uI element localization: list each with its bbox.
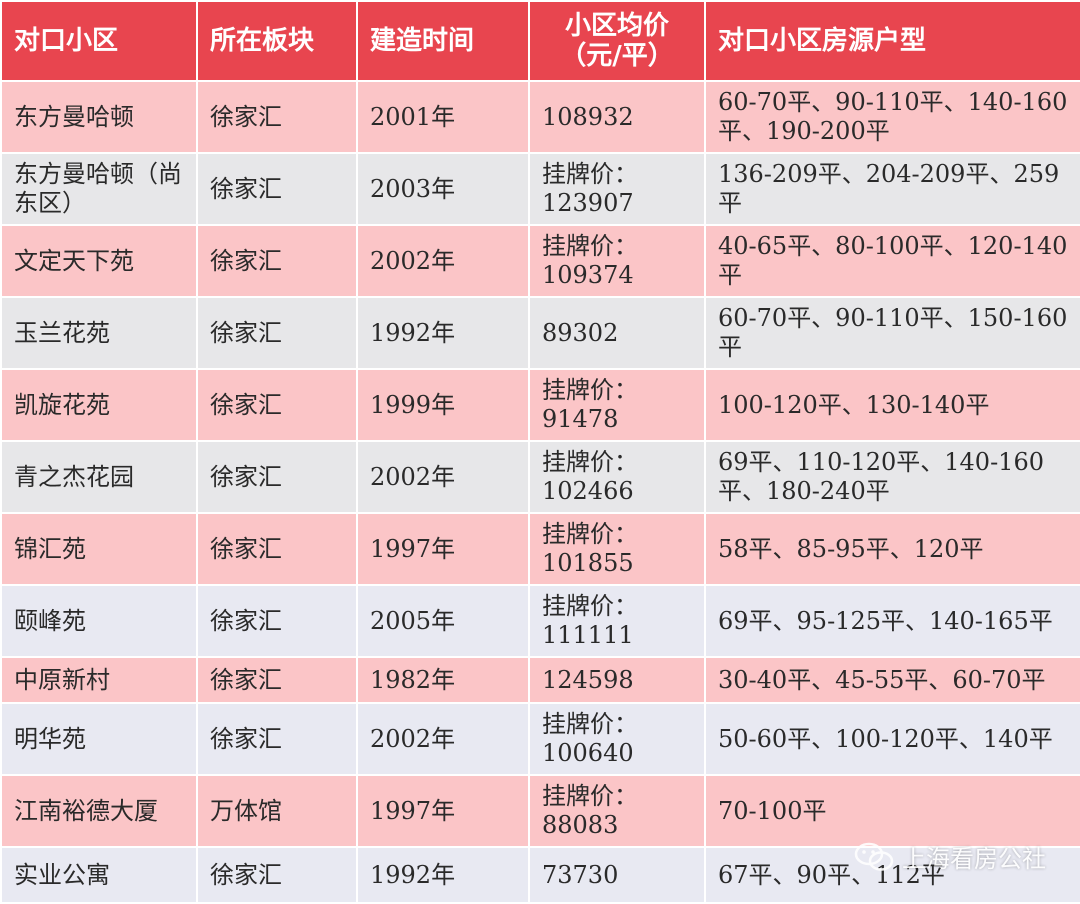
table-row: 文定天下苑 徐家汇 2002年 挂牌价：109374 40-65平、80-100平、12… — [2, 226, 1080, 296]
table-row: 青之杰花园 徐家汇 2002年 挂牌价：102466 69平、110-120平、140-… — [2, 442, 1080, 512]
build-year-cell: 2002年 — [358, 704, 528, 774]
layouts-cell: 60-70平、90-110平、140-160平、190-200平 — [706, 82, 1080, 152]
community-name-cell: 实业公寓 — [2, 848, 196, 902]
layouts-cell: 100-120平、130-140平 — [706, 370, 1080, 440]
avg-price-cell: 挂牌价：101855 — [530, 514, 704, 584]
layouts-cell: 30-40平、45-55平、60-70平 — [706, 658, 1080, 702]
avg-price-cell: 108932 — [530, 82, 704, 152]
table-row: 玉兰花苑 徐家汇 1992年 89302 60-70平、90-110平、150-160平 — [2, 298, 1080, 368]
table-row: 实业公寓 徐家汇 1992年 73730 67平、90平、112平 — [2, 848, 1080, 902]
avg-price-cell: 挂牌价：88083 — [530, 776, 704, 846]
table-row: 东方曼哈顿 徐家汇 2001年 108932 60-70平、90-110平、140-16… — [2, 82, 1080, 152]
district-cell: 徐家汇 — [198, 298, 356, 368]
build-year-cell: 1982年 — [358, 658, 528, 702]
layouts-cell: 50-60平、100-120平、140平 — [706, 704, 1080, 774]
header-layouts: 对口小区房源户型 — [706, 2, 1080, 80]
avg-price-cell: 挂牌价：102466 — [530, 442, 704, 512]
table-row: 江南裕德大厦 万体馆 1997年 挂牌价：88083 70-100平 — [2, 776, 1080, 846]
district-cell: 万体馆 — [198, 776, 356, 846]
community-name-cell: 东方曼哈顿 — [2, 82, 196, 152]
header-build-year: 建造时间 — [358, 2, 528, 80]
layouts-cell: 40-65平、80-100平、120-140平 — [706, 226, 1080, 296]
watermark: 上海看房公社 — [854, 839, 1046, 874]
district-cell: 徐家汇 — [198, 442, 356, 512]
avg-price-cell: 挂牌价：109374 — [530, 226, 704, 296]
build-year-cell: 2005年 — [358, 586, 528, 656]
community-name-cell: 颐峰苑 — [2, 586, 196, 656]
district-cell: 徐家汇 — [198, 154, 356, 224]
district-cell: 徐家汇 — [198, 226, 356, 296]
layouts-cell: 70-100平 — [706, 776, 1080, 846]
table-row: 中原新村 徐家汇 1982年 124598 30-40平、45-55平、60-70平 — [2, 658, 1080, 702]
district-cell: 徐家汇 — [198, 848, 356, 902]
layouts-cell: 67平、90平、112平 — [706, 848, 1080, 902]
table-row: 锦汇苑 徐家汇 1997年 挂牌价：101855 58平、85-95平、120平 — [2, 514, 1080, 584]
layouts-cell: 69平、110-120平、140-160平、180-240平 — [706, 442, 1080, 512]
avg-price-cell: 挂牌价：91478 — [530, 370, 704, 440]
build-year-cell: 1997年 — [358, 514, 528, 584]
layouts-cell: 69平、95-125平、140-165平 — [706, 586, 1080, 656]
layouts-cell: 58平、85-95平、120平 — [706, 514, 1080, 584]
avg-price-cell: 89302 — [530, 298, 704, 368]
table-row: 颐峰苑 徐家汇 2005年 挂牌价：111111 69平、95-125平、140-165… — [2, 586, 1080, 656]
community-name-cell: 明华苑 — [2, 704, 196, 774]
community-name-cell: 凯旋花苑 — [2, 370, 196, 440]
header-avg-price: 小区均价 （元/平） — [530, 2, 704, 80]
header-avg-price-text: 小区均价 （元/平） — [560, 11, 674, 71]
avg-price-cell: 73730 — [530, 848, 704, 902]
community-name-cell: 锦汇苑 — [2, 514, 196, 584]
build-year-cell: 1992年 — [358, 848, 528, 902]
layouts-cell: 136-209平、204-209平、259平 — [706, 154, 1080, 224]
header-row: 对口小区 所在板块 建造时间 小区均价 （元/平） 对口小区房源户型 — [2, 2, 1080, 80]
build-year-cell: 1992年 — [358, 298, 528, 368]
table-row: 明华苑 徐家汇 2002年 挂牌价：100640 50-60平、100-120平、140… — [2, 704, 1080, 774]
build-year-cell: 1997年 — [358, 776, 528, 846]
layouts-cell: 60-70平、90-110平、150-160平 — [706, 298, 1080, 368]
district-cell: 徐家汇 — [198, 82, 356, 152]
watermark-text: 上海看房公社 — [902, 845, 1046, 873]
community-name-cell: 东方曼哈顿（尚东区） — [2, 154, 196, 224]
district-cell: 徐家汇 — [198, 586, 356, 656]
community-name-cell: 文定天下苑 — [2, 226, 196, 296]
district-cell: 徐家汇 — [198, 658, 356, 702]
build-year-cell: 2001年 — [358, 82, 528, 152]
build-year-cell: 1999年 — [358, 370, 528, 440]
wechat-icon — [854, 842, 894, 871]
build-year-cell: 2002年 — [358, 226, 528, 296]
community-name-cell: 中原新村 — [2, 658, 196, 702]
district-cell: 徐家汇 — [198, 370, 356, 440]
header-district: 所在板块 — [198, 2, 356, 80]
community-name-cell: 江南裕德大厦 — [2, 776, 196, 846]
avg-price-cell: 挂牌价：111111 — [530, 586, 704, 656]
avg-price-cell: 挂牌价：100640 — [530, 704, 704, 774]
header-community: 对口小区 — [2, 2, 196, 80]
build-year-cell: 2003年 — [358, 154, 528, 224]
district-cell: 徐家汇 — [198, 704, 356, 774]
district-cell: 徐家汇 — [198, 514, 356, 584]
build-year-cell: 2002年 — [358, 442, 528, 512]
table-row: 东方曼哈顿（尚东区） 徐家汇 2003年 挂牌价：123907 136-209平、204… — [2, 154, 1080, 224]
community-name-cell: 玉兰花苑 — [2, 298, 196, 368]
table-row: 凯旋花苑 徐家汇 1999年 挂牌价：91478 100-120平、130-140平 — [2, 370, 1080, 440]
avg-price-cell: 挂牌价：123907 — [530, 154, 704, 224]
avg-price-cell: 124598 — [530, 658, 704, 702]
community-name-cell: 青之杰花园 — [2, 442, 196, 512]
